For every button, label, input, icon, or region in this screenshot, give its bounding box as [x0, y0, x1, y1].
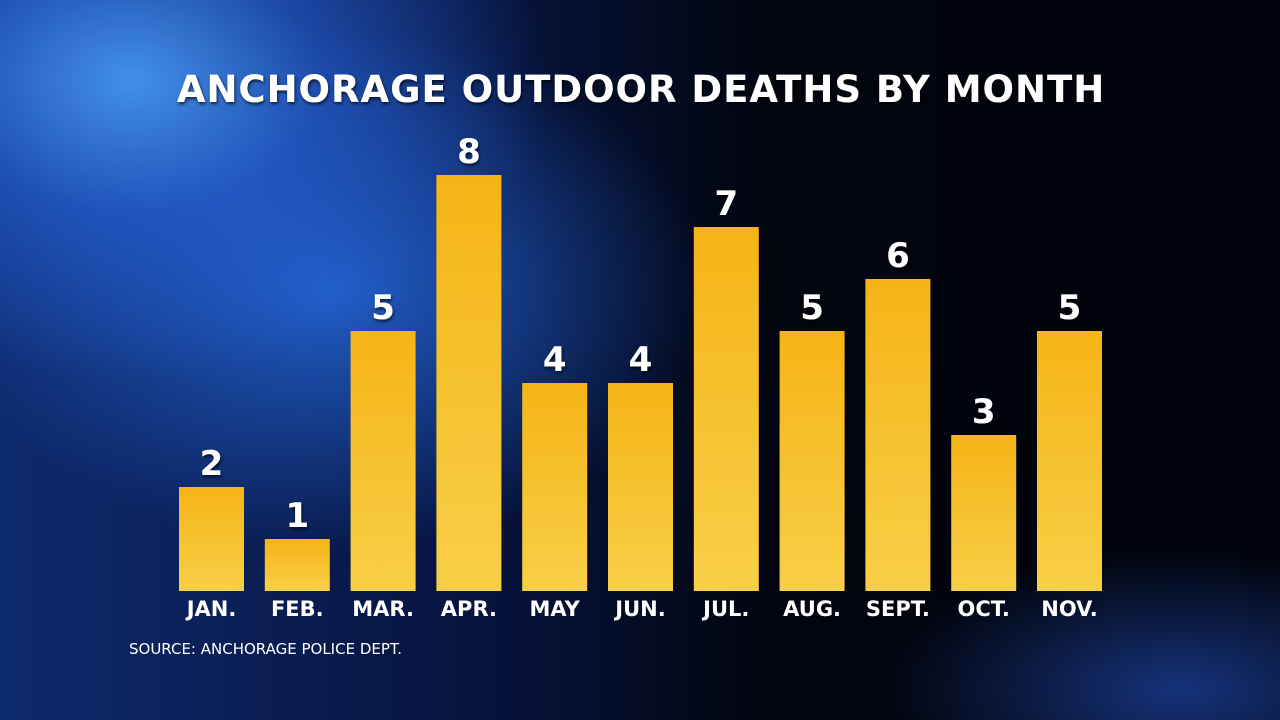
- bar-sept: [865, 279, 931, 591]
- bar-jul: [693, 227, 759, 591]
- category-label: JUN.: [613, 597, 665, 621]
- category-label: OCT.: [958, 597, 1010, 621]
- category-label: MAR.: [352, 597, 414, 621]
- data-label: 5: [371, 288, 395, 328]
- bar-feb: [264, 539, 330, 591]
- data-label: 1: [285, 496, 309, 536]
- bar-aug: [779, 331, 845, 591]
- category-label: APR.: [441, 597, 497, 621]
- bar-may: [522, 383, 588, 591]
- category-label: SEPT.: [866, 597, 930, 621]
- bar-mar: [350, 331, 416, 591]
- category-label: NOV.: [1041, 597, 1097, 621]
- category-label: AUG.: [783, 597, 841, 621]
- source-note: SOURCE: ANCHORAGE POLICE DEPT.: [129, 640, 402, 658]
- bar-apr: [436, 175, 502, 591]
- data-label: 4: [629, 340, 653, 380]
- bar-jan: [179, 487, 244, 591]
- chart-title: ANCHORAGE OUTDOOR DEATHS BY MONTH: [177, 68, 1105, 111]
- data-label: 8: [457, 132, 481, 172]
- data-label: 5: [800, 288, 824, 328]
- data-label: 6: [886, 236, 910, 276]
- category-label: FEB.: [271, 597, 324, 621]
- data-label: 7: [714, 184, 738, 224]
- bar-nov: [1037, 331, 1102, 591]
- bar-jun: [608, 383, 673, 591]
- category-label: MAY: [530, 597, 581, 621]
- category-label: JAN.: [185, 597, 237, 621]
- data-label: 3: [972, 392, 996, 432]
- category-label: JUL.: [701, 597, 749, 621]
- data-label: 2: [200, 444, 224, 484]
- data-label: 5: [1058, 288, 1082, 328]
- bar-oct: [951, 435, 1017, 591]
- data-label: 4: [543, 340, 567, 380]
